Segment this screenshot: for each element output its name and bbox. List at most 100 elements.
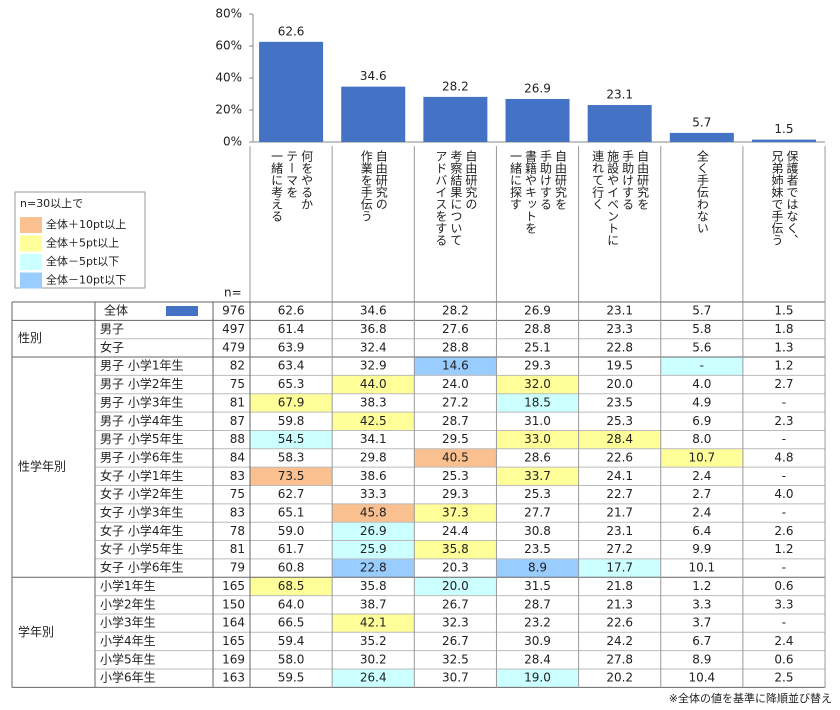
cell: 73.5 <box>278 469 305 483</box>
cell: 5.8 <box>692 322 711 336</box>
cell: 1.2 <box>692 579 711 593</box>
n-cell: 169 <box>222 652 245 666</box>
cell: 28.8 <box>442 340 469 354</box>
n-cell: 87 <box>230 414 245 428</box>
cell: 22.8 <box>606 340 633 354</box>
cell: 58.3 <box>278 450 305 464</box>
cell-fill <box>250 430 333 449</box>
cell: 20.3 <box>442 561 469 575</box>
cell: 21.7 <box>606 506 633 520</box>
cell: - <box>782 395 786 409</box>
cell: 34.1 <box>360 432 387 446</box>
cell: 19.0 <box>524 671 551 685</box>
n-cell: 976 <box>222 304 245 318</box>
n-cell: 83 <box>230 469 245 483</box>
cell: 10.1 <box>688 561 715 575</box>
cell-fill <box>250 577 333 596</box>
cell: 32.0 <box>524 377 551 391</box>
cell: 2.4 <box>774 634 793 648</box>
cell: 28.8 <box>524 322 551 336</box>
cell: 29.5 <box>442 432 469 446</box>
cell: 42.5 <box>360 414 387 428</box>
cell: 28.4 <box>524 652 551 666</box>
cell: 23.5 <box>524 542 551 556</box>
cell-fill <box>414 503 497 523</box>
n-cell: 479 <box>222 340 245 354</box>
cell: 24.0 <box>442 377 469 391</box>
cell: 33.3 <box>360 487 387 501</box>
legend-swatch <box>20 272 42 289</box>
legend-label: 全体＋5pt以上 <box>46 236 119 250</box>
bar <box>423 96 488 142</box>
n-cell: 88 <box>230 432 245 446</box>
cell: 1.3 <box>774 340 793 354</box>
cell-fill <box>660 448 743 468</box>
cell: 26.4 <box>360 671 387 685</box>
cell: 18.5 <box>524 395 551 409</box>
cell: 33.7 <box>524 469 551 483</box>
cell: 26.9 <box>360 524 387 538</box>
cell: 59.0 <box>278 524 305 538</box>
legend-label: 全体－5pt以下 <box>46 254 119 268</box>
n-cell: 75 <box>230 487 245 501</box>
row-label: 女子 小学2年生 <box>100 486 183 501</box>
cell: 1.2 <box>774 542 793 556</box>
row-label: 女子 小学5年生 <box>100 541 183 556</box>
cell: 19.5 <box>606 359 633 373</box>
cell: 1.8 <box>774 322 793 336</box>
bar <box>669 132 734 142</box>
cell: 2.7 <box>692 487 711 501</box>
cell: 32.4 <box>360 340 387 354</box>
cell: 6.4 <box>692 524 711 538</box>
cell: 24.1 <box>606 469 633 483</box>
row-label: 女子 小学1年生 <box>100 468 183 483</box>
n-cell: 164 <box>222 616 245 630</box>
y-tick-label: 60% <box>215 39 242 53</box>
note: ※全体の値を基準に降順並び替え <box>669 691 832 705</box>
row-label: 女子 <box>100 339 124 354</box>
cell: 14.6 <box>442 359 469 373</box>
cell-fill <box>496 669 579 688</box>
cell: 59.8 <box>278 414 305 428</box>
cell: 32.9 <box>360 359 387 373</box>
cell: 26.9 <box>524 304 551 318</box>
cell: 30.2 <box>360 652 387 666</box>
bar <box>751 139 816 142</box>
cell: 6.9 <box>692 414 711 428</box>
n-cell: 165 <box>222 634 245 648</box>
cell: 27.7 <box>524 506 551 520</box>
cell: 58.0 <box>278 652 305 666</box>
cell: 21.3 <box>606 597 633 611</box>
cell: 23.1 <box>606 524 633 538</box>
cell-fill <box>332 558 415 578</box>
cell: 22.6 <box>606 450 633 464</box>
cell-fill <box>496 558 579 578</box>
cell: 29.3 <box>524 359 551 373</box>
cell: - <box>700 359 704 373</box>
cell: 2.5 <box>774 671 793 685</box>
cell: 2.3 <box>774 414 793 428</box>
n-cell: 82 <box>230 359 245 373</box>
row-label: 男子 小学6年生 <box>100 449 183 464</box>
cell: 44.0 <box>360 377 387 391</box>
cell-fill <box>332 503 415 523</box>
cell: 42.1 <box>360 616 387 630</box>
cell: 64.0 <box>278 597 305 611</box>
data-label: 1.5 <box>774 122 793 136</box>
cell: 32.5 <box>442 652 469 666</box>
cell: 28.7 <box>442 414 469 428</box>
row-label: 小学5年生 <box>100 651 156 666</box>
cell: 38.3 <box>360 395 387 409</box>
legend-swatch <box>20 254 42 270</box>
n-cell: 81 <box>230 395 245 409</box>
n-cell: 497 <box>222 322 245 336</box>
cell-fill <box>496 375 579 394</box>
n-cell: 165 <box>222 579 245 593</box>
cell: 25.9 <box>360 542 387 556</box>
cell: 33.0 <box>524 432 551 446</box>
cell: 17.7 <box>606 561 633 575</box>
cell: 29.3 <box>442 487 469 501</box>
cell: 36.8 <box>360 322 387 336</box>
cell-fill <box>496 467 579 486</box>
cell: 63.4 <box>278 359 305 373</box>
